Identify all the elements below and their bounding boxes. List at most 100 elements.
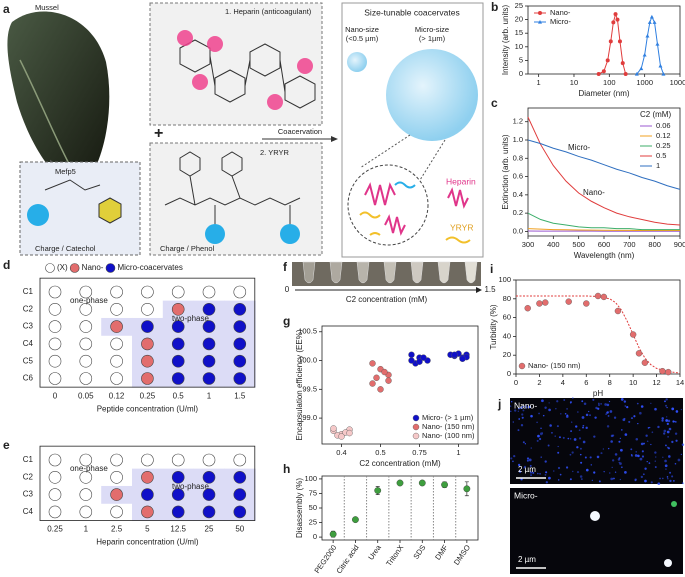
row-label: C3 — [23, 490, 34, 499]
label: Nano-size — [345, 25, 379, 34]
particle — [513, 454, 516, 458]
arrow-head — [331, 136, 338, 142]
state-dot — [48, 488, 62, 501]
particle — [512, 460, 514, 463]
state-dot — [233, 505, 247, 519]
particle — [598, 480, 601, 483]
x-tick-label: 8 — [608, 378, 612, 387]
particle — [607, 447, 610, 450]
y-tick-label: 0.0 — [513, 226, 523, 235]
particle — [570, 430, 572, 432]
row-label: C4 — [23, 339, 34, 348]
particle — [619, 448, 623, 452]
zoom-content — [359, 181, 416, 236]
particle — [661, 419, 664, 422]
marker — [408, 351, 415, 358]
x-tick-label: 10000 — [670, 78, 685, 87]
particle — [635, 437, 639, 441]
y-tick-label: 1.2 — [513, 117, 523, 126]
particle — [557, 445, 559, 448]
state-dot — [48, 453, 62, 467]
x-tick-label: DMF — [433, 543, 450, 562]
particle — [525, 406, 528, 409]
particle — [664, 459, 667, 463]
state-dot — [202, 470, 216, 484]
y-tick-label: 25 — [309, 518, 317, 527]
particle — [566, 408, 568, 410]
heparin-structure — [179, 39, 316, 109]
legend-label: Nano- (150 nm) — [528, 361, 581, 370]
marker — [330, 425, 337, 432]
particle — [579, 453, 582, 456]
state-dot — [141, 354, 154, 368]
label: Coacervation — [278, 127, 322, 136]
state-dot — [233, 488, 247, 501]
x-axis-label: Heparin concentration (U/ml) — [96, 538, 199, 547]
particle — [548, 402, 550, 404]
x-tick-label: 900 — [674, 240, 685, 249]
particle — [541, 399, 544, 403]
droplet — [671, 501, 677, 507]
particle — [642, 473, 645, 476]
marker — [594, 292, 602, 300]
marker — [642, 52, 647, 57]
particle — [669, 471, 672, 474]
particle — [581, 478, 583, 480]
particle — [604, 403, 608, 406]
particle — [606, 411, 610, 414]
point — [374, 487, 382, 494]
particle — [637, 454, 640, 458]
x-tick-label: 1 — [207, 391, 212, 400]
particle — [578, 429, 581, 432]
particle — [537, 434, 540, 438]
particle — [526, 457, 530, 460]
particle — [640, 475, 643, 479]
marker — [524, 305, 531, 312]
marker — [338, 433, 345, 440]
legend-label: Nano- — [82, 263, 104, 272]
particle — [512, 421, 514, 423]
particle — [637, 422, 639, 425]
tube — [410, 261, 424, 284]
particle — [551, 432, 553, 434]
state-dot — [202, 505, 216, 519]
particle — [560, 413, 562, 415]
particle — [666, 476, 669, 478]
marker — [641, 359, 649, 366]
y-axis-label: Intensity (arb. units) — [501, 5, 510, 76]
series-line — [636, 15, 664, 75]
x-tick-label: 800 — [648, 240, 661, 249]
marker — [608, 39, 613, 44]
particle — [636, 402, 639, 405]
particle — [528, 405, 532, 409]
state-dot — [171, 505, 185, 519]
particle — [593, 471, 596, 474]
legend-label: Nano- (100 nm) — [422, 431, 475, 440]
marker — [617, 39, 622, 44]
legend-dot — [45, 263, 55, 273]
legend-label: Nano- (150 nm) — [422, 422, 475, 431]
y-tick-label: 0.8 — [513, 153, 523, 162]
particle — [666, 430, 670, 434]
particle — [610, 440, 613, 443]
x-tick-label: SDS — [411, 543, 427, 561]
panel-label: e — [3, 438, 10, 452]
x-tick-label: 5 — [145, 525, 150, 534]
x-tick-label: 100 — [603, 78, 616, 87]
particle — [671, 440, 674, 444]
state-dot — [171, 470, 185, 484]
tube — [437, 261, 451, 284]
x-tick-label: 0.05 — [78, 391, 94, 400]
marker — [613, 12, 618, 17]
annotation: one-phase — [70, 464, 108, 473]
row-label: C1 — [23, 287, 34, 296]
panel-label: d — [3, 258, 10, 272]
legend-title: C2 (mM) — [640, 110, 671, 119]
state-dot — [79, 320, 93, 333]
particle — [540, 427, 542, 430]
marker — [346, 429, 353, 437]
particle — [563, 399, 566, 402]
particle — [645, 434, 648, 437]
legend-label: 0.12 — [656, 131, 671, 140]
particle — [530, 447, 533, 449]
